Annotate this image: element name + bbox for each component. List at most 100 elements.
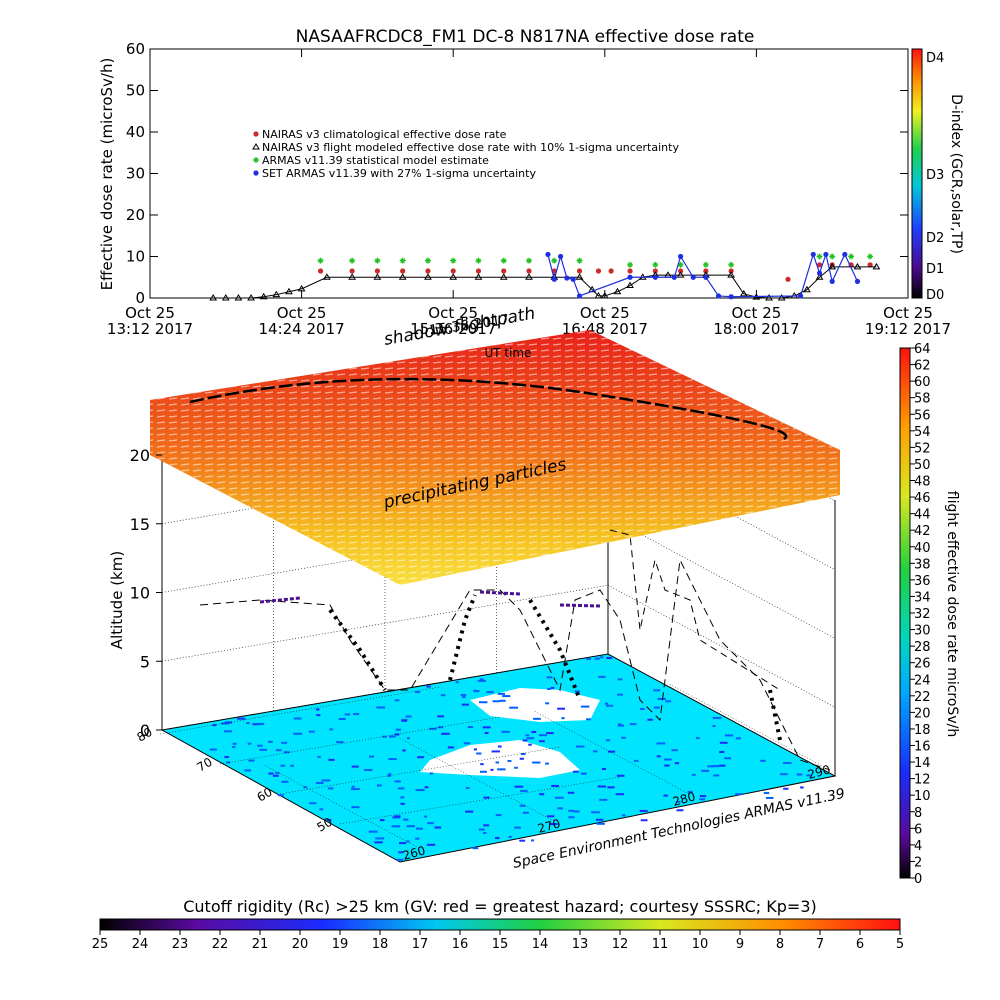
top-series-point	[595, 268, 602, 274]
top-series-point	[816, 262, 823, 268]
coast-speckle	[426, 685, 431, 688]
particle-layer-texture	[150, 330, 840, 585]
top-series-point	[348, 273, 357, 280]
coast-speckle	[550, 823, 558, 826]
top-series-point	[608, 268, 614, 274]
coast-speckle	[671, 749, 678, 752]
flight-track-dots	[328, 594, 782, 741]
coast-speckle	[617, 693, 624, 696]
dose-tick-label: 38	[914, 557, 931, 572]
coast-speckle	[545, 702, 550, 705]
top-series-point	[317, 257, 324, 264]
cutoff-tick-label: 12	[612, 937, 629, 952]
flight-track-purple	[259, 590, 601, 608]
top-series-point	[715, 293, 722, 299]
longitude-ticks: 260 270 280 290	[263, 683, 832, 863]
coast-speckle	[275, 772, 280, 775]
coast-speckle	[519, 804, 526, 807]
top-series-point	[400, 268, 406, 274]
dose-tick-label: 12	[914, 773, 931, 788]
top-y-axis-label: Effective dose rate (microSv/h)	[98, 58, 116, 291]
top-series-point	[816, 270, 823, 276]
top-series-point	[374, 268, 380, 274]
coast-speckle	[664, 758, 672, 761]
top-series-point	[398, 273, 407, 280]
top-x-tick-date: Oct 25	[277, 304, 327, 322]
top-y-tick-label: 40	[126, 123, 145, 141]
coast-speckle	[674, 762, 680, 765]
dose-tick-label: 32	[914, 607, 931, 622]
coast-speckle	[575, 745, 585, 748]
coast-speckle	[447, 746, 455, 749]
wall-grid-line	[161, 653, 609, 731]
coast-speckle	[473, 748, 477, 751]
top-series-segment	[705, 276, 719, 297]
coast-speckle	[406, 737, 410, 740]
longitude-grid-line	[668, 683, 825, 768]
top-y-tick-label: 60	[126, 40, 145, 58]
coast-speckle	[406, 825, 415, 828]
coast-speckle	[760, 759, 766, 762]
cutoff-tick-label: 9	[736, 937, 744, 952]
top-series-point	[221, 294, 230, 301]
coast-speckle	[640, 819, 648, 822]
coast-speckle	[327, 787, 334, 790]
coast-speckle	[653, 706, 660, 709]
top-series-point	[678, 253, 684, 260]
coast-speckle	[303, 786, 308, 789]
top-series-point	[690, 274, 696, 280]
coast-speckle	[326, 819, 332, 822]
top-series-point	[810, 251, 816, 258]
coast-speckle	[473, 689, 477, 692]
top-series-point	[349, 268, 355, 274]
coast-speckle	[607, 750, 616, 753]
coast-speckle	[376, 784, 382, 787]
coast-speckle	[647, 718, 653, 721]
coast-speckle	[580, 772, 587, 775]
top-series-point	[785, 276, 791, 282]
coast-speckle	[597, 785, 607, 788]
top-series-point	[322, 273, 331, 280]
top-series-segment	[673, 256, 682, 278]
wall-grid-line	[607, 516, 836, 639]
cutoff-tick-label: 22	[212, 937, 229, 952]
coast-speckle	[507, 760, 512, 763]
legend-marker-0	[253, 131, 259, 137]
cutoff-rigidity-colorbar	[99, 918, 901, 931]
coast-speckle	[495, 761, 500, 764]
coast-speckle	[244, 769, 252, 772]
latitude-tick-label: 60	[255, 785, 275, 805]
coast-speckle	[328, 758, 335, 761]
coast-speckle	[477, 679, 486, 682]
longitude-grid-line	[533, 710, 690, 795]
top-series-point	[500, 257, 507, 264]
legend-entry-1: NAIRAS v3 flight modeled effective dose …	[262, 141, 679, 154]
coast-speckle	[568, 816, 575, 819]
top-series-segment	[680, 256, 694, 278]
top-series-1	[209, 262, 881, 301]
top-series-point	[854, 278, 861, 284]
dose-tick-label: 56	[914, 408, 931, 423]
coast-speckle	[399, 842, 407, 845]
coast-speckle	[437, 726, 444, 729]
coast-speckle	[329, 728, 334, 731]
top-series-point	[677, 261, 684, 268]
latitude-tick-label: 50	[315, 815, 335, 835]
coast-speckle	[557, 707, 566, 710]
coast-speckle	[607, 786, 615, 789]
coast-speckle	[224, 756, 230, 759]
coast-speckle	[486, 691, 494, 694]
longitude-tick-label: 290	[806, 762, 832, 781]
coast-speckle	[617, 678, 623, 681]
cutoff-rigidity-title: Cutoff rigidity (Rc) >25 km (GV: red = g…	[183, 897, 817, 916]
top-series-point	[449, 273, 458, 280]
latitude-grid-line	[219, 716, 501, 765]
top-series-segment	[800, 254, 814, 297]
top-series-point	[829, 253, 836, 260]
top-series-point	[297, 284, 306, 292]
coast-speckle	[465, 786, 470, 789]
coast-speckle	[735, 793, 743, 796]
dose-tick-label: 30	[914, 624, 931, 639]
coast-speckle	[483, 824, 490, 827]
dose-rate-timeseries-panel: NASAAFRCDC8_FM1 DC-8 N817NA effective do…	[98, 27, 964, 360]
